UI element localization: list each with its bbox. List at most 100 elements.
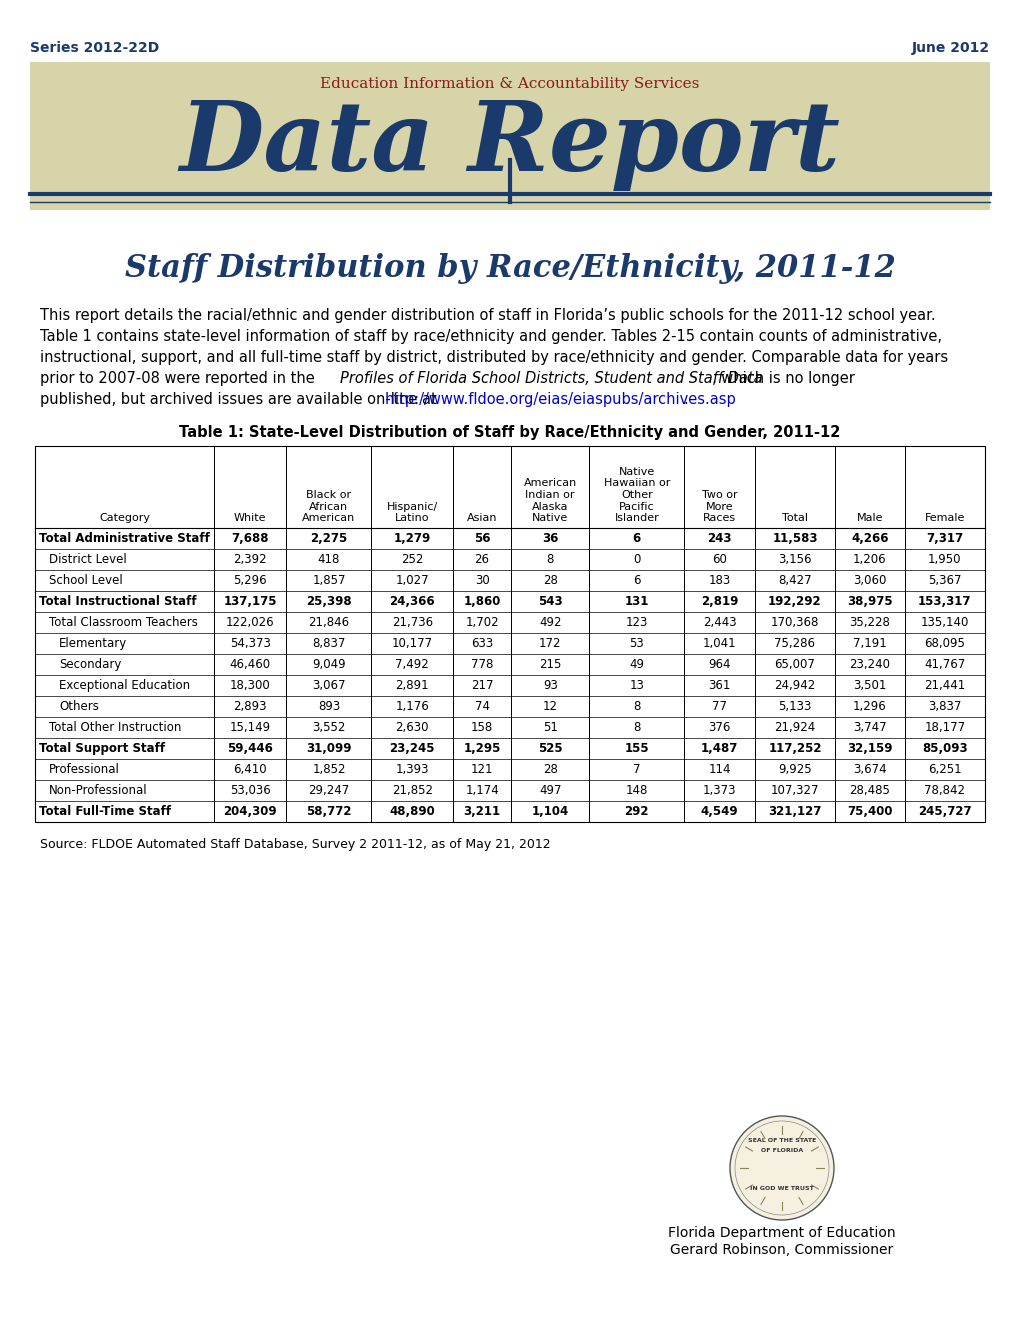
Text: 1,296: 1,296 — [852, 700, 886, 713]
Text: , which is no longer: , which is no longer — [711, 371, 854, 385]
Text: Pacific: Pacific — [619, 502, 654, 511]
Text: 252: 252 — [400, 553, 423, 566]
Text: 58,772: 58,772 — [306, 805, 352, 818]
Text: instructional, support, and all full-time staff by district, distributed by race: instructional, support, and all full-tim… — [40, 350, 948, 366]
Text: 245,727: 245,727 — [917, 805, 971, 818]
Text: 1,174: 1,174 — [465, 784, 498, 797]
Text: SEAL OF THE STATE: SEAL OF THE STATE — [747, 1138, 815, 1143]
Text: Other: Other — [621, 490, 652, 500]
Text: June 2012: June 2012 — [911, 41, 989, 55]
Text: Table 1: State-Level Distribution of Staff by Race/Ethnicity and Gender, 2011-12: Table 1: State-Level Distribution of Sta… — [179, 425, 840, 440]
Text: 53: 53 — [629, 638, 644, 649]
Text: 1,176: 1,176 — [395, 700, 429, 713]
Text: Staff Distribution by Race/Ethnicity, 2011-12: Staff Distribution by Race/Ethnicity, 20… — [124, 252, 895, 284]
Text: 36: 36 — [541, 532, 557, 545]
Text: 29,247: 29,247 — [308, 784, 350, 797]
Text: 543: 543 — [537, 595, 562, 609]
Text: 65,007: 65,007 — [773, 657, 814, 671]
Text: 31,099: 31,099 — [306, 742, 352, 755]
Text: Table 1 contains state-level information of staff by race/ethnicity and gender. : Table 1 contains state-level information… — [40, 329, 942, 345]
Text: 10,177: 10,177 — [391, 638, 432, 649]
Text: 85,093: 85,093 — [921, 742, 967, 755]
Text: Elementary: Elementary — [59, 638, 127, 649]
Text: 7,191: 7,191 — [852, 638, 886, 649]
Text: 13: 13 — [629, 678, 644, 692]
Text: Two or: Two or — [701, 490, 737, 500]
Text: 1,857: 1,857 — [312, 574, 345, 587]
Text: American: American — [302, 513, 356, 523]
Text: 21,736: 21,736 — [391, 616, 432, 630]
Text: 59,446: 59,446 — [227, 742, 273, 755]
Text: 28,485: 28,485 — [849, 784, 890, 797]
Text: 155: 155 — [624, 742, 648, 755]
Text: 7: 7 — [633, 763, 640, 776]
Text: 3,060: 3,060 — [852, 574, 886, 587]
Text: Education Information & Accountability Services: Education Information & Accountability S… — [320, 77, 699, 91]
Text: 123: 123 — [625, 616, 647, 630]
Circle shape — [730, 1115, 834, 1220]
Text: 9,925: 9,925 — [777, 763, 811, 776]
Text: District Level: District Level — [49, 553, 126, 566]
Text: Profiles of Florida School Districts, Student and Staff Data: Profiles of Florida School Districts, St… — [339, 371, 762, 385]
Text: 32,159: 32,159 — [847, 742, 892, 755]
Text: 2,891: 2,891 — [395, 678, 429, 692]
Text: 1,279: 1,279 — [393, 532, 430, 545]
Text: 8: 8 — [633, 721, 640, 734]
Text: 2,630: 2,630 — [395, 721, 429, 734]
Text: 9,049: 9,049 — [312, 657, 345, 671]
Text: 2,443: 2,443 — [702, 616, 736, 630]
Text: 18,300: 18,300 — [229, 678, 270, 692]
Text: 8: 8 — [546, 553, 553, 566]
Text: prior to 2007-08 were reported in the: prior to 2007-08 were reported in the — [40, 371, 319, 385]
Text: Total Support Staff: Total Support Staff — [39, 742, 165, 755]
Text: 21,846: 21,846 — [308, 616, 350, 630]
Text: This report details the racial/ethnic and gender distribution of staff in Florid: This report details the racial/ethnic an… — [40, 308, 934, 323]
Text: 137,175: 137,175 — [223, 595, 276, 609]
Text: 5,367: 5,367 — [927, 574, 961, 587]
Text: 778: 778 — [471, 657, 493, 671]
Text: 3,156: 3,156 — [777, 553, 811, 566]
Text: 497: 497 — [538, 784, 560, 797]
Text: Total Classroom Teachers: Total Classroom Teachers — [49, 616, 198, 630]
Text: 25,398: 25,398 — [306, 595, 352, 609]
Text: 107,327: 107,327 — [770, 784, 818, 797]
Text: Native: Native — [532, 513, 568, 523]
Text: 60: 60 — [711, 553, 727, 566]
Text: 54,373: 54,373 — [229, 638, 270, 649]
Text: More: More — [705, 502, 733, 511]
Text: 21,441: 21,441 — [923, 678, 964, 692]
Text: 292: 292 — [624, 805, 648, 818]
Text: 0: 0 — [633, 553, 640, 566]
Text: 6,410: 6,410 — [233, 763, 267, 776]
Text: 28: 28 — [542, 763, 557, 776]
Text: 93: 93 — [542, 678, 557, 692]
Text: 8,427: 8,427 — [777, 574, 811, 587]
Text: 1,702: 1,702 — [465, 616, 498, 630]
Text: 7,492: 7,492 — [395, 657, 429, 671]
Text: 28: 28 — [542, 574, 557, 587]
Text: 56: 56 — [474, 532, 490, 545]
Text: 46,460: 46,460 — [229, 657, 270, 671]
Text: 41,767: 41,767 — [923, 657, 964, 671]
Text: http://www.fldoe.org/eias/eiaspubs/archives.asp: http://www.fldoe.org/eias/eiaspubs/archi… — [384, 392, 736, 407]
Text: 1,027: 1,027 — [395, 574, 429, 587]
Text: 4,266: 4,266 — [850, 532, 888, 545]
Text: 74: 74 — [474, 700, 489, 713]
Text: 35,228: 35,228 — [849, 616, 890, 630]
Text: 3,674: 3,674 — [852, 763, 886, 776]
Text: 321,127: 321,127 — [767, 805, 821, 818]
Text: 38,975: 38,975 — [846, 595, 892, 609]
Text: IN GOD WE TRUST: IN GOD WE TRUST — [749, 1185, 813, 1191]
Text: 8,837: 8,837 — [312, 638, 345, 649]
Text: 158: 158 — [471, 721, 493, 734]
Text: Native: Native — [619, 467, 654, 477]
Text: Islander: Islander — [613, 513, 658, 523]
Text: 148: 148 — [625, 784, 647, 797]
Text: 7,688: 7,688 — [231, 532, 269, 545]
Text: Total Administrative Staff: Total Administrative Staff — [39, 532, 210, 545]
Text: 633: 633 — [471, 638, 493, 649]
Text: 215: 215 — [538, 657, 560, 671]
Text: Indian or: Indian or — [525, 490, 575, 500]
Text: School Level: School Level — [49, 574, 122, 587]
Text: 21,924: 21,924 — [773, 721, 815, 734]
